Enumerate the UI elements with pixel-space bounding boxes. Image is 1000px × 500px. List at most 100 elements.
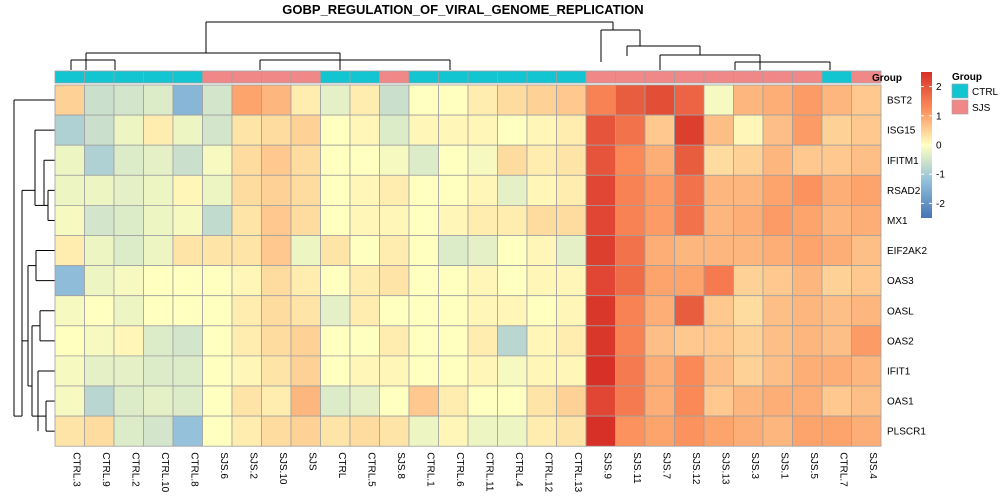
heatmap-cell	[438, 355, 469, 387]
heatmap-cell	[821, 385, 852, 417]
heatmap-cell	[143, 295, 174, 327]
heatmap-cell	[231, 295, 262, 327]
heatmap-cell	[762, 295, 793, 327]
heatmap-cell	[143, 265, 174, 297]
heatmap-cell	[792, 325, 823, 357]
heatmap-cell	[526, 385, 557, 417]
heatmap-cell	[54, 204, 85, 236]
heatmap-cell	[438, 174, 469, 206]
heatmap-cell	[231, 355, 262, 387]
heatmap-cell	[54, 84, 85, 116]
heatmap-cell	[585, 415, 616, 447]
heatmap-cell	[349, 84, 380, 116]
heatmap-cell	[467, 84, 498, 116]
heatmap-cell	[379, 114, 410, 146]
heatmap-cell	[379, 415, 410, 447]
heatmap-cell	[762, 204, 793, 236]
column-labels: CTRL.3 CTRL.9 CTRL.2 CTRL.10 CTRL.8 SJS.6 SJS.…	[70, 452, 878, 492]
heatmap-cell	[172, 144, 203, 176]
column-label: SJS.3	[749, 452, 760, 479]
row-label: OAS2	[887, 336, 914, 347]
heatmap-cell	[733, 265, 764, 297]
heatmap-cell	[143, 355, 174, 387]
colorbar-tick-label: -2	[936, 199, 945, 210]
heatmap-cell	[733, 385, 764, 417]
heatmap-cell	[467, 295, 498, 327]
column-label: CTRL.4	[513, 452, 524, 487]
heatmap-cell	[113, 235, 144, 267]
heatmap-cell	[408, 265, 439, 297]
heatmap-cell	[379, 235, 410, 267]
heatmap-cell	[556, 204, 587, 236]
heatmap-cell	[408, 355, 439, 387]
chart-title: GOBP_REGULATION_OF_VIRAL_GENOME_REPLICAT…	[282, 2, 643, 17]
heatmap-cell	[438, 325, 469, 357]
heatmap-cell	[261, 355, 292, 387]
heatmap-cell	[733, 114, 764, 146]
colorbar	[921, 72, 932, 218]
row-label: OASL	[887, 306, 914, 317]
heatmap-cell	[54, 144, 85, 176]
heatmap-cell	[851, 114, 882, 146]
heatmap-cell	[202, 415, 233, 447]
heatmap-cell	[172, 84, 203, 116]
heatmap-cell	[674, 235, 705, 267]
heatmap-cell	[84, 235, 115, 267]
heatmap-cell	[526, 144, 557, 176]
heatmap-cell	[84, 265, 115, 297]
heatmap-cell	[349, 415, 380, 447]
heatmap-cell	[644, 204, 675, 236]
heatmap-cell	[113, 204, 144, 236]
heatmap-cell	[54, 325, 85, 357]
heatmap-cell	[762, 114, 793, 146]
heatmap-cell	[113, 144, 144, 176]
heatmap-cell	[231, 325, 262, 357]
heatmap-cell	[733, 295, 764, 327]
heatmap-cell	[497, 174, 528, 206]
heatmap-cell	[290, 325, 321, 357]
heatmap-cell	[792, 415, 823, 447]
heatmap-cell	[320, 174, 351, 206]
heatmap-cell	[467, 265, 498, 297]
heatmap-cell	[644, 325, 675, 357]
row-label: ISG15	[887, 126, 916, 137]
heatmap-cell	[231, 385, 262, 417]
heatmap-cell	[497, 84, 528, 116]
heatmap-cell	[556, 235, 587, 267]
heatmap-cell	[792, 355, 823, 387]
heatmap-cell	[54, 265, 85, 297]
heatmap-cell	[556, 415, 587, 447]
legend-swatch	[951, 99, 969, 115]
heatmap-cell	[762, 385, 793, 417]
heatmap-cell	[821, 235, 852, 267]
column-label: SJS.12	[690, 452, 701, 485]
column-label: SJS.9	[601, 452, 612, 479]
heatmap-cell	[556, 84, 587, 116]
heatmap-cell	[703, 415, 734, 447]
heatmap-cell	[143, 415, 174, 447]
heatmap-cell	[792, 114, 823, 146]
heatmap-cell	[113, 355, 144, 387]
column-label: CTRL.13	[572, 452, 583, 492]
heatmap-cell	[54, 415, 85, 447]
heatmap-cell	[172, 295, 203, 327]
heatmap-cell	[84, 295, 115, 327]
heatmap-cell	[202, 144, 233, 176]
heatmap-cell	[733, 325, 764, 357]
column-label: SJS.10	[277, 452, 288, 485]
legend: CTRL SJS	[951, 83, 999, 115]
heatmap-cell	[261, 385, 292, 417]
heatmap-cell	[644, 265, 675, 297]
heatmap-cell	[792, 385, 823, 417]
heatmap-cell	[615, 235, 646, 267]
heatmap-cell	[261, 415, 292, 447]
column-dendrogram	[70, 21, 831, 70]
heatmap-cell	[674, 84, 705, 116]
heatmap-cell	[497, 295, 528, 327]
heatmap-cell	[556, 174, 587, 206]
heatmap-cell	[84, 325, 115, 357]
column-label: CTRL.2	[129, 452, 140, 487]
heatmap-cell	[438, 265, 469, 297]
heatmap-cell	[113, 415, 144, 447]
heatmap-cell	[615, 265, 646, 297]
